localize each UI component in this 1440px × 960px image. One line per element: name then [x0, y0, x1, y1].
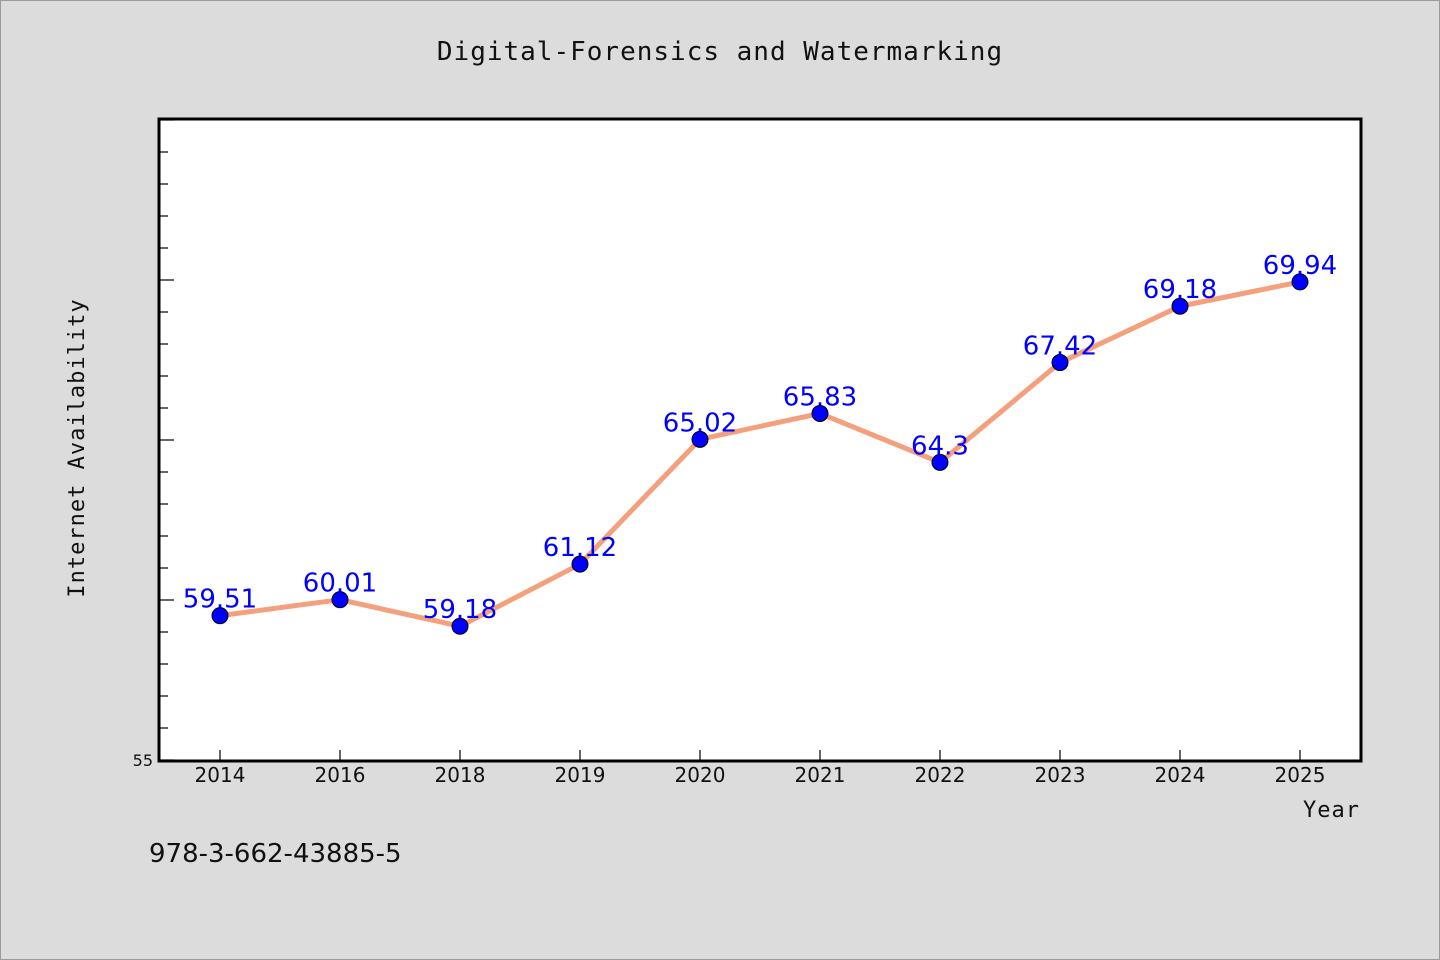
- data-label: 59.18: [423, 595, 497, 625]
- data-point: [931, 453, 949, 471]
- data-label: 60.01: [303, 569, 377, 599]
- data-label: 64.3: [911, 431, 969, 461]
- data-point: [1171, 297, 1189, 315]
- x-tick-label: 2019: [555, 763, 606, 787]
- series-data-labels: 59.51 60.01 59.18 61.12 65.02 65.83 64.3 67.42 6…: [183, 251, 1337, 625]
- data-point: [211, 607, 229, 625]
- x-tick-label: 2023: [1035, 763, 1086, 787]
- data-label: 61.12: [543, 533, 617, 563]
- data-label: 69.94: [1263, 251, 1337, 281]
- x-tick-label: 2014: [195, 763, 246, 787]
- data-label: 59.51: [183, 585, 257, 615]
- x-tick-label: 2018: [435, 763, 486, 787]
- data-label: 67.42: [1023, 332, 1097, 362]
- x-axis-title: Year: [1303, 798, 1360, 823]
- plot-area: [157, 117, 1363, 763]
- chart-title: Digital-Forensics and Watermarking: [437, 37, 1003, 67]
- series-markers: [211, 273, 1309, 635]
- x-tick-label: 2020: [675, 763, 726, 787]
- data-point: [571, 555, 589, 573]
- data-label: 65.83: [783, 382, 857, 412]
- y-axis-title: Internet Availability: [65, 298, 90, 597]
- x-tick-label: 2025: [1275, 763, 1326, 787]
- data-point: [331, 591, 349, 609]
- isbn-text: 978-3-662-43885-5: [149, 839, 402, 869]
- x-tick-label: 2022: [915, 763, 966, 787]
- data-point: [691, 430, 709, 448]
- x-tick-label: 2024: [1155, 763, 1206, 787]
- data-label: 65.02: [663, 408, 737, 438]
- x-tick-label: 2021: [795, 763, 846, 787]
- y-tick-label-min: 55: [133, 751, 153, 770]
- data-label: 69.18: [1143, 275, 1217, 305]
- data-point: [451, 617, 469, 635]
- data-point: [1291, 273, 1309, 291]
- y-axis-ticks: [160, 119, 174, 761]
- x-axis-ticks: [219, 750, 1301, 760]
- data-point: [1051, 354, 1069, 372]
- series-line: [217, 279, 1303, 629]
- data-point: [811, 404, 829, 422]
- x-tick-label: 2016: [315, 763, 366, 787]
- x-axis-tick-labels: 2014 2016 2018 2019 2020 2021 2022 2023 2024 2025: [195, 763, 1326, 787]
